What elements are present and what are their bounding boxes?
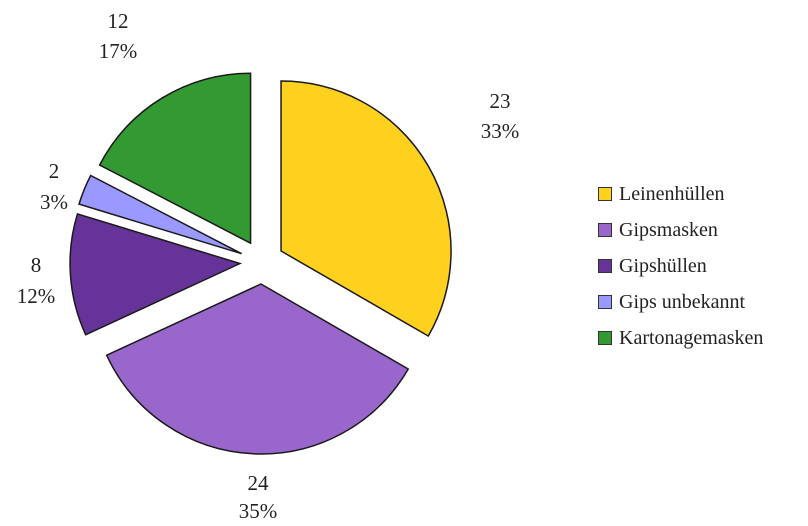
legend-item: Gipshüllen (598, 248, 763, 284)
slice-percent-label: 12% (17, 284, 56, 308)
pie-data-labels: 23 33% 24 35% 8 12% 2 3% 12 17% (17, 9, 520, 523)
slice-value-label: 8 (31, 253, 42, 277)
legend-label: Gipsmasken (619, 219, 718, 241)
legend-label: Gips unbekannt (619, 291, 746, 313)
slice-percent-label: 35% (239, 499, 278, 523)
legend-swatch (598, 331, 612, 345)
legend-label: Gipshüllen (619, 255, 707, 277)
legend-label: Leinenhüllen (619, 183, 725, 205)
legend-label: Kartonagemasken (619, 327, 764, 349)
slice-percent-label: 3% (40, 190, 68, 214)
slice-value-label: 12 (108, 9, 129, 33)
slice-value-label: 24 (248, 471, 270, 495)
slice-percent-label: 33% (481, 119, 520, 143)
slice-value-label: 2 (49, 159, 60, 183)
pie-slice-leinenh-llen (280, 80, 452, 338)
legend-item: Kartonagemasken (598, 320, 763, 356)
slice-value-label: 23 (490, 89, 511, 113)
pie-slice-gips-unbekannt (78, 174, 242, 255)
pie-slice-gipsmasken (105, 283, 410, 455)
pie-slice-gipsh-llen (69, 212, 243, 336)
legend-swatch (598, 259, 612, 273)
chart-legend: Leinenhüllen Gipsmasken Gipshüllen Gips unb… (598, 176, 763, 356)
legend-item: Gipsmasken (598, 212, 763, 248)
pie-slice-kartonagemasken (98, 72, 252, 245)
legend-item: Gips unbekannt (598, 284, 763, 320)
legend-swatch (598, 187, 612, 201)
pie-slices (69, 72, 452, 455)
legend-swatch (598, 223, 612, 237)
legend-swatch (598, 295, 612, 309)
slice-percent-label: 17% (99, 39, 138, 63)
legend-item: Leinenhüllen (598, 176, 763, 212)
